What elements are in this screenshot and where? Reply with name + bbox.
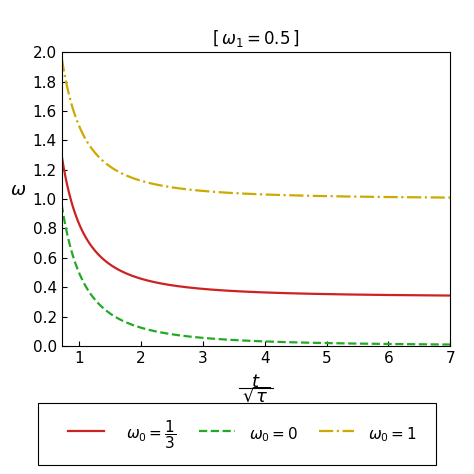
Title: $[\,\omega_1 = 0.5\,]$: $[\,\omega_1 = 0.5\,]$ bbox=[212, 28, 300, 49]
Text: $\sqrt{\tau}$: $\sqrt{\tau}$ bbox=[242, 386, 270, 405]
Point bbox=[232, 428, 238, 433]
Point bbox=[65, 428, 71, 433]
Text: $\omega_0 = \dfrac{1}{3}$: $\omega_0 = \dfrac{1}{3}$ bbox=[126, 419, 176, 451]
Point bbox=[196, 428, 202, 433]
Point bbox=[101, 428, 107, 433]
Text: $\omega_0 = 1$: $\omega_0 = 1$ bbox=[368, 426, 418, 444]
Point bbox=[316, 428, 321, 433]
Point bbox=[352, 428, 357, 433]
Y-axis label: $\omega$: $\omega$ bbox=[10, 181, 27, 199]
Text: $t$: $t$ bbox=[251, 373, 261, 391]
Text: $\omega_0 = 0$: $\omega_0 = 0$ bbox=[249, 426, 298, 444]
FancyBboxPatch shape bbox=[38, 403, 436, 465]
